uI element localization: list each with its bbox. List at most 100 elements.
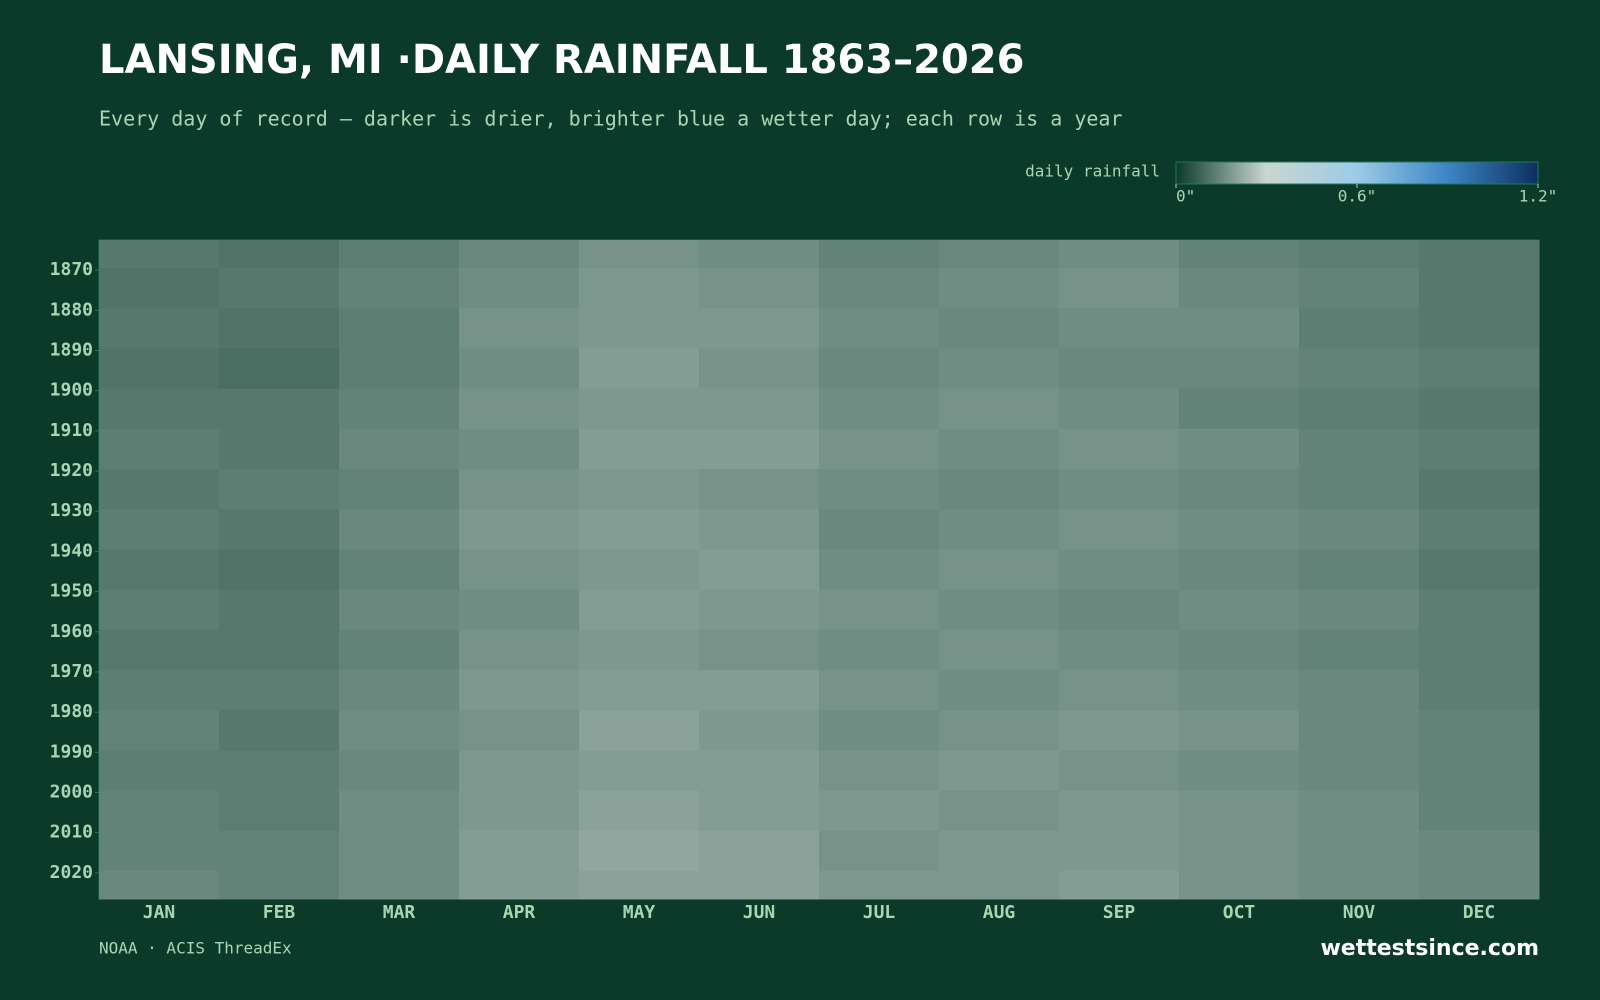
heat-cell bbox=[819, 469, 940, 510]
heat-cell bbox=[219, 509, 340, 550]
heat-cell bbox=[1179, 589, 1300, 631]
heat-cell bbox=[339, 388, 460, 430]
brand: wettestsince.com bbox=[1320, 936, 1539, 961]
y-tick-label: 1960 bbox=[50, 621, 93, 642]
heat-cell bbox=[459, 509, 580, 550]
heat-cell bbox=[1419, 428, 1540, 470]
heat-cell bbox=[1179, 669, 1300, 711]
heat-cell bbox=[1179, 308, 1300, 349]
heat-cell bbox=[579, 549, 700, 591]
heat-cell bbox=[99, 469, 220, 510]
x-tick-label: JUL bbox=[863, 902, 896, 923]
heat-cell bbox=[699, 388, 820, 430]
heat-cell bbox=[939, 870, 1060, 900]
heat-cell bbox=[339, 428, 460, 470]
heat-cell bbox=[99, 348, 220, 390]
heat-cell bbox=[579, 509, 700, 550]
heat-cell bbox=[699, 240, 820, 269]
heat-cell bbox=[1059, 268, 1180, 309]
colorbar-label: daily rainfall bbox=[1025, 162, 1160, 181]
heat-cell bbox=[1059, 469, 1180, 510]
heat-cell bbox=[1419, 830, 1540, 872]
heat-cell bbox=[699, 469, 820, 510]
heat-cell bbox=[1299, 509, 1420, 550]
heat-cell bbox=[1419, 348, 1540, 390]
heat-cell bbox=[459, 348, 580, 390]
heat-cell bbox=[819, 509, 940, 550]
x-tick-label: MAR bbox=[383, 902, 416, 923]
heat-cell bbox=[1059, 710, 1180, 751]
heat-cell bbox=[1059, 790, 1180, 832]
x-tick-label: DEC bbox=[1463, 902, 1496, 923]
heat-cell bbox=[459, 268, 580, 309]
heat-cell bbox=[819, 308, 940, 349]
heat-cell bbox=[1419, 388, 1540, 430]
heat-cell bbox=[1299, 589, 1420, 631]
heat-cell bbox=[1419, 509, 1540, 550]
heat-cell bbox=[339, 589, 460, 631]
heat-cell bbox=[819, 790, 940, 832]
heat-cell bbox=[1179, 629, 1300, 671]
y-tick-label: 1880 bbox=[50, 299, 93, 320]
heat-cell bbox=[459, 750, 580, 792]
heat-cell bbox=[1179, 750, 1300, 792]
heat-cell bbox=[219, 629, 340, 671]
y-tick-label: 1920 bbox=[50, 460, 93, 481]
heat-cell bbox=[1059, 750, 1180, 792]
heat-cell bbox=[219, 240, 340, 269]
heat-cell bbox=[459, 589, 580, 631]
heat-cell bbox=[579, 750, 700, 792]
heat-cell bbox=[219, 669, 340, 711]
heat-cell bbox=[1059, 589, 1180, 631]
heat-cell bbox=[99, 589, 220, 631]
heat-cell bbox=[219, 870, 340, 900]
y-tick-label: 1930 bbox=[50, 500, 93, 521]
heat-cell bbox=[1299, 428, 1420, 470]
heat-cell bbox=[939, 348, 1060, 390]
heat-cell bbox=[819, 629, 940, 671]
heat-cell bbox=[1299, 268, 1420, 309]
heat-cell bbox=[699, 669, 820, 711]
heat-cell bbox=[99, 428, 220, 470]
heat-cell bbox=[99, 549, 220, 591]
heat-cell bbox=[579, 348, 700, 390]
x-tick-label: MAY bbox=[623, 902, 656, 923]
heat-cell bbox=[1419, 268, 1540, 309]
heat-cell bbox=[219, 790, 340, 832]
y-tick-label: 2010 bbox=[50, 822, 93, 843]
heat-cell bbox=[1299, 790, 1420, 832]
y-tick-label: 1950 bbox=[50, 581, 93, 602]
x-tick-label: APR bbox=[503, 902, 536, 923]
source: NOAA · ACIS ThreadEx bbox=[99, 939, 292, 958]
x-tick-label: AUG bbox=[983, 902, 1016, 923]
heat-cell bbox=[339, 308, 460, 349]
heat-cell bbox=[1419, 469, 1540, 510]
heat-cell bbox=[1299, 710, 1420, 751]
heat-cell bbox=[939, 428, 1060, 470]
heat-cell bbox=[99, 240, 220, 269]
heat-cell bbox=[579, 308, 700, 349]
heat-cell bbox=[99, 830, 220, 872]
heat-cell bbox=[219, 549, 340, 591]
heat-cell bbox=[1299, 469, 1420, 510]
heat-cell bbox=[939, 469, 1060, 510]
heat-cell bbox=[579, 629, 700, 671]
heat-cell bbox=[699, 348, 820, 390]
heat-cell bbox=[1179, 790, 1300, 832]
heat-cell bbox=[1059, 240, 1180, 269]
heat-cell bbox=[1419, 750, 1540, 792]
heat-cell bbox=[579, 388, 700, 430]
heat-cell bbox=[1179, 388, 1300, 430]
heat-cell bbox=[339, 549, 460, 591]
heat-cell bbox=[1299, 388, 1420, 430]
heat-cell bbox=[1059, 549, 1180, 591]
x-tick-label: OCT bbox=[1223, 902, 1256, 923]
heat-cell bbox=[579, 240, 700, 269]
heat-cell bbox=[459, 388, 580, 430]
heat-cell bbox=[339, 790, 460, 832]
heat-cell bbox=[99, 669, 220, 711]
heat-cell bbox=[219, 830, 340, 872]
heat-cell bbox=[699, 549, 820, 591]
heat-cell bbox=[219, 710, 340, 751]
